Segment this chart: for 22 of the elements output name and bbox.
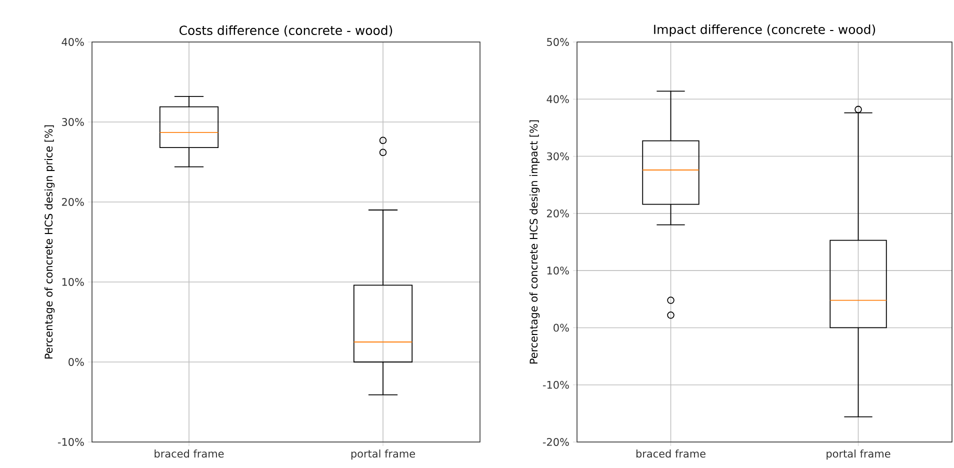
y-tick-label: -10%	[542, 380, 569, 389]
x-tick-label: portal frame	[351, 450, 415, 460]
y-tick-label: 0%	[554, 324, 569, 332]
y-tick-label: 10%	[62, 278, 84, 286]
y-tick-label: 40%	[62, 38, 84, 46]
chart-title: Costs difference (concrete - wood)	[180, 25, 392, 36]
y-tick-label: 20%	[547, 209, 569, 218]
y-tick-label: 30%	[547, 152, 569, 160]
y-tick-label: 10%	[547, 266, 569, 275]
y-tick-label: 20%	[62, 198, 84, 206]
y-tick-label: -10%	[58, 438, 84, 446]
chart-title: Impact difference (concrete - wood)	[654, 24, 876, 37]
y-tick-label: 0%	[68, 358, 84, 366]
x-tick-label: braced frame	[636, 450, 706, 458]
y-tick-label: 40%	[546, 95, 569, 104]
y-tick-label: 50%	[547, 38, 569, 46]
x-tick-label: braced frame	[154, 450, 224, 458]
y-tick-label: -20%	[542, 438, 569, 446]
x-tick-label: portal frame	[826, 450, 890, 460]
y-axis-title: Percentage of concrete HCS design impact [%]	[530, 120, 540, 364]
y-axis-title: Percentage of concrete HCS design price [%]	[44, 125, 55, 359]
y-tick-label: 30%	[62, 118, 84, 126]
